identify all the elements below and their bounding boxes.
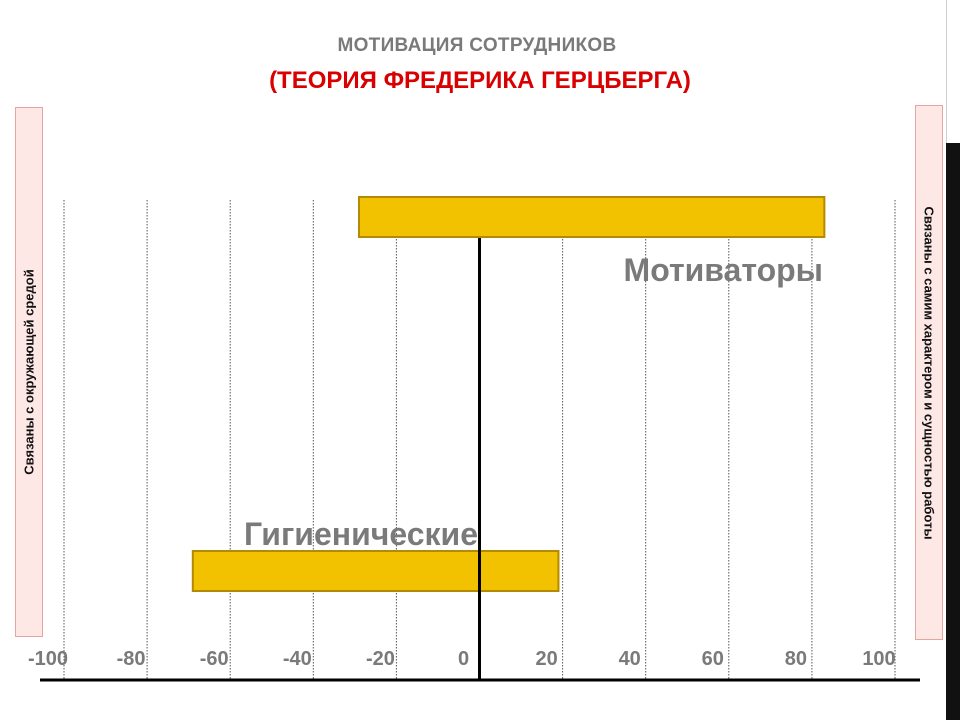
x-tick-label: -80 bbox=[117, 648, 146, 670]
left-side-label-box: Связаны с окружающей средой bbox=[15, 107, 43, 637]
bar bbox=[191, 550, 560, 592]
x-tick-label: 60 bbox=[702, 648, 724, 670]
slide-title: МОТИВАЦИЯ СОТРУДНИКОВ bbox=[337, 35, 617, 56]
slide-subtitle: (ТЕОРИЯ ФРЕДЕРИКА ГЕРЦБЕРГА) bbox=[269, 67, 691, 94]
x-tick-label: -40 bbox=[283, 648, 312, 670]
x-tick-label: -100 bbox=[28, 648, 68, 670]
x-tick-label: 80 bbox=[785, 648, 807, 670]
x-tick-label: 0 bbox=[458, 648, 469, 670]
bar-label: Гигиенические bbox=[244, 516, 478, 552]
x-tick-label: -20 bbox=[366, 648, 395, 670]
right-side-label-box: Связаны с самим характером и сущностью р… bbox=[915, 105, 943, 640]
x-tick-label: 100 bbox=[862, 648, 895, 670]
x-tick-label: -60 bbox=[200, 648, 229, 670]
x-tick-label: 40 bbox=[619, 648, 641, 670]
x-tick-label: 20 bbox=[535, 648, 557, 670]
right-edge-strip-dark bbox=[946, 143, 960, 720]
bar-label: Мотиваторы bbox=[624, 252, 823, 288]
bar bbox=[358, 196, 826, 238]
